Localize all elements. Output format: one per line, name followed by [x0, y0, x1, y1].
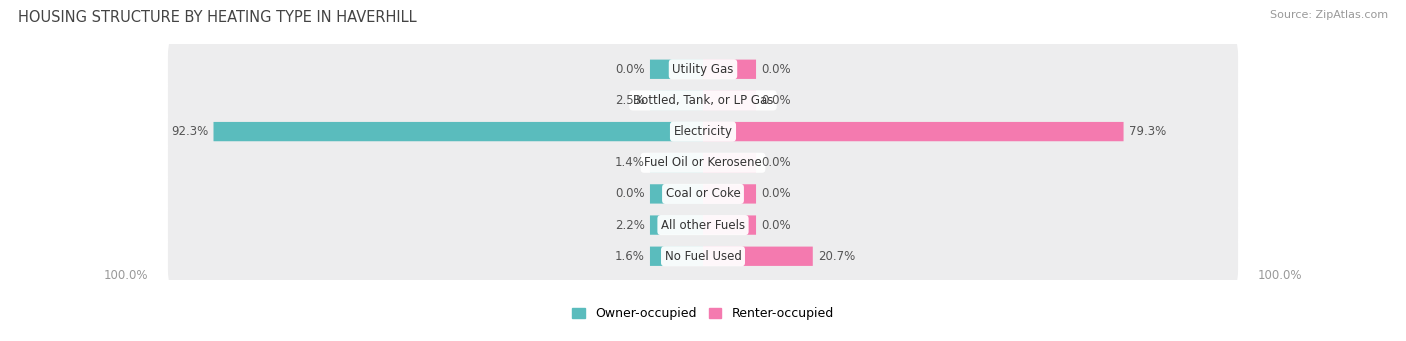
Text: HOUSING STRUCTURE BY HEATING TYPE IN HAVERHILL: HOUSING STRUCTURE BY HEATING TYPE IN HAV… — [18, 10, 418, 25]
FancyBboxPatch shape — [167, 198, 1239, 252]
Text: Coal or Coke: Coal or Coke — [665, 188, 741, 201]
Text: 79.3%: 79.3% — [1129, 125, 1166, 138]
FancyBboxPatch shape — [703, 216, 756, 235]
Text: Fuel Oil or Kerosene: Fuel Oil or Kerosene — [644, 156, 762, 169]
Text: Bottled, Tank, or LP Gas: Bottled, Tank, or LP Gas — [633, 94, 773, 107]
Text: 1.4%: 1.4% — [614, 156, 645, 169]
FancyBboxPatch shape — [650, 153, 703, 173]
Text: 0.0%: 0.0% — [614, 188, 645, 201]
Text: Utility Gas: Utility Gas — [672, 63, 734, 76]
Text: All other Fuels: All other Fuels — [661, 219, 745, 232]
Text: 0.0%: 0.0% — [614, 63, 645, 76]
Text: 0.0%: 0.0% — [761, 63, 792, 76]
FancyBboxPatch shape — [703, 184, 756, 204]
Text: 0.0%: 0.0% — [761, 94, 792, 107]
Text: 0.0%: 0.0% — [761, 188, 792, 201]
FancyBboxPatch shape — [703, 247, 813, 266]
FancyBboxPatch shape — [650, 60, 703, 79]
Text: 100.0%: 100.0% — [1258, 269, 1302, 282]
FancyBboxPatch shape — [650, 216, 703, 235]
Text: 1.6%: 1.6% — [614, 250, 645, 263]
Text: No Fuel Used: No Fuel Used — [665, 250, 741, 263]
FancyBboxPatch shape — [703, 91, 756, 110]
Text: 100.0%: 100.0% — [104, 269, 148, 282]
Text: 0.0%: 0.0% — [761, 219, 792, 232]
Text: 2.2%: 2.2% — [614, 219, 645, 232]
FancyBboxPatch shape — [214, 122, 703, 141]
FancyBboxPatch shape — [650, 91, 703, 110]
Text: 20.7%: 20.7% — [818, 250, 855, 263]
FancyBboxPatch shape — [167, 229, 1239, 283]
FancyBboxPatch shape — [167, 167, 1239, 221]
FancyBboxPatch shape — [167, 136, 1239, 190]
Text: 2.5%: 2.5% — [614, 94, 645, 107]
FancyBboxPatch shape — [650, 247, 703, 266]
Legend: Owner-occupied, Renter-occupied: Owner-occupied, Renter-occupied — [568, 302, 838, 325]
FancyBboxPatch shape — [167, 73, 1239, 128]
FancyBboxPatch shape — [703, 122, 1123, 141]
Text: 0.0%: 0.0% — [761, 156, 792, 169]
FancyBboxPatch shape — [167, 104, 1239, 159]
Text: Source: ZipAtlas.com: Source: ZipAtlas.com — [1270, 10, 1388, 20]
FancyBboxPatch shape — [650, 184, 703, 204]
FancyBboxPatch shape — [703, 153, 756, 173]
FancyBboxPatch shape — [167, 42, 1239, 97]
Text: Electricity: Electricity — [673, 125, 733, 138]
FancyBboxPatch shape — [703, 60, 756, 79]
Text: 92.3%: 92.3% — [172, 125, 208, 138]
